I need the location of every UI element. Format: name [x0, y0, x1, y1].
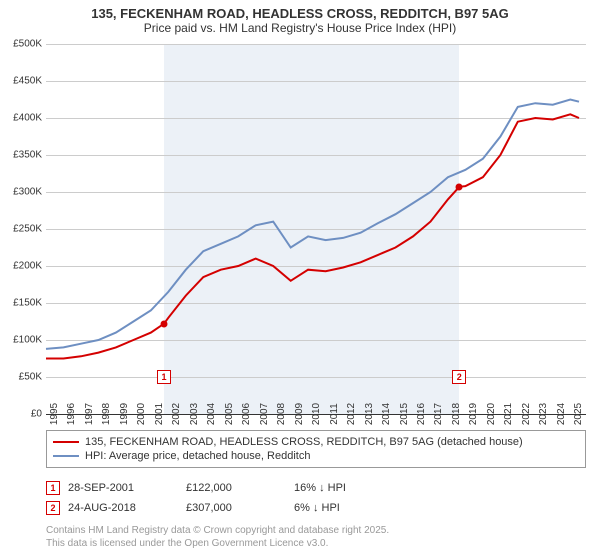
footer-line-2: This data is licensed under the Open Gov… [46, 537, 389, 550]
sale-marker-dot [160, 320, 167, 327]
footer-line-1: Contains HM Land Registry data © Crown c… [46, 524, 389, 537]
y-tick-label: £450K [13, 76, 46, 87]
title-line-1: 135, FECKENHAM ROAD, HEADLESS CROSS, RED… [10, 6, 590, 21]
sale-price: £307,000 [186, 502, 286, 514]
marker-badge: 2 [46, 501, 60, 515]
legend-row: 135, FECKENHAM ROAD, HEADLESS CROSS, RED… [53, 435, 579, 449]
title-line-2: Price paid vs. HM Land Registry's House … [10, 21, 590, 35]
legend-swatch-icon [53, 441, 79, 443]
y-tick-label: £500K [13, 39, 46, 50]
footer-attribution: Contains HM Land Registry data © Crown c… [46, 524, 389, 550]
sale-vs-hpi: 6% ↓ HPI [294, 502, 404, 514]
transaction-table: 1 28-SEP-2001 £122,000 16% ↓ HPI 2 24-AU… [46, 478, 586, 518]
marker-badge: 1 [46, 481, 60, 495]
y-tick-label: £100K [13, 335, 46, 346]
y-tick-label: £0 [31, 409, 46, 420]
chart-title: 135, FECKENHAM ROAD, HEADLESS CROSS, RED… [0, 0, 600, 35]
y-tick-label: £400K [13, 113, 46, 124]
sale-marker-badge: 2 [452, 370, 466, 384]
y-tick-label: £250K [13, 224, 46, 235]
y-tick-label: £350K [13, 150, 46, 161]
sale-price: £122,000 [186, 482, 286, 494]
series-line-hpi [46, 100, 579, 349]
plot-area: £0£50K£100K£150K£200K£250K£300K£350K£400… [46, 44, 586, 414]
y-tick-label: £300K [13, 187, 46, 198]
legend-row: HPI: Average price, detached house, Redd… [53, 449, 579, 463]
y-tick-label: £200K [13, 261, 46, 272]
table-row: 1 28-SEP-2001 £122,000 16% ↓ HPI [46, 478, 586, 498]
series-svg [46, 44, 586, 414]
sale-date: 28-SEP-2001 [68, 482, 178, 494]
legend-label: HPI: Average price, detached house, Redd… [85, 450, 310, 462]
sale-marker-dot [456, 183, 463, 190]
chart-container: 135, FECKENHAM ROAD, HEADLESS CROSS, RED… [0, 0, 600, 560]
sale-date: 24-AUG-2018 [68, 502, 178, 514]
sale-marker-badge: 1 [157, 370, 171, 384]
legend-swatch-icon [53, 455, 79, 457]
legend-label: 135, FECKENHAM ROAD, HEADLESS CROSS, RED… [85, 436, 523, 448]
y-tick-label: £50K [19, 372, 46, 383]
legend: 135, FECKENHAM ROAD, HEADLESS CROSS, RED… [46, 430, 586, 468]
table-row: 2 24-AUG-2018 £307,000 6% ↓ HPI [46, 498, 586, 518]
sale-vs-hpi: 16% ↓ HPI [294, 482, 404, 494]
y-tick-label: £150K [13, 298, 46, 309]
